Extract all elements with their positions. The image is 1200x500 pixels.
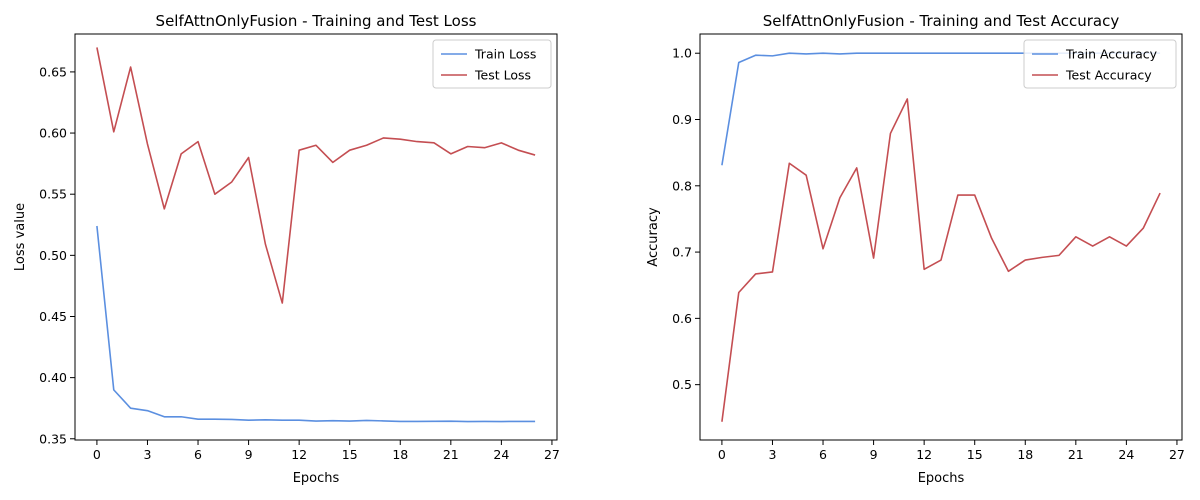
x-tick-label: 12: [916, 447, 932, 462]
y-axis-label: Accuracy: [646, 207, 661, 267]
y-tick-label: 0.50: [39, 248, 67, 263]
x-tick-label: 3: [143, 447, 151, 462]
plot-frame: [74, 33, 558, 441]
legend-box: [432, 39, 552, 89]
x-tick-label: 18: [1017, 447, 1033, 462]
x-tick-label: 21: [443, 447, 459, 462]
y-tick-label: 0.7: [672, 245, 692, 260]
x-tick-label: 18: [392, 447, 408, 462]
x-tick-label: 9: [245, 447, 253, 462]
chart-title: SelfAttnOnlyFusion - Training and Test A…: [763, 12, 1120, 30]
x-tick-label: 15: [342, 447, 358, 462]
x-tick-label: 3: [768, 447, 776, 462]
x-tick-label: 15: [967, 447, 983, 462]
legend-label-test: Test Loss: [474, 68, 531, 83]
x-tick-label: 9: [870, 447, 878, 462]
legend: Train Loss Test Loss: [432, 39, 552, 89]
x-tick-label: 12: [291, 447, 307, 462]
x-tick-label: 6: [819, 447, 827, 462]
y-tick-label: 0.6: [672, 311, 692, 326]
plot-frame: [699, 33, 1183, 441]
loss-chart: SelfAttnOnlyFusion - Training and Test L…: [13, 12, 560, 486]
y-tick-label: 0.8: [672, 178, 692, 193]
y-tick-label: 0.40: [39, 370, 67, 385]
x-tick-label: 27: [1169, 447, 1185, 462]
y-tick-label: 0.55: [39, 187, 67, 202]
y-tick-label: 0.35: [39, 431, 67, 446]
series-line-test: [96, 47, 536, 304]
x-tick-label: 0: [718, 447, 726, 462]
x-axis-label: Epochs: [918, 471, 965, 486]
y-tick-label: 0.45: [39, 309, 67, 324]
chart-title: SelfAttnOnlyFusion - Training and Test L…: [156, 12, 477, 30]
legend-label-train: Train Loss: [474, 47, 536, 62]
legend: Train Accuracy Test Accuracy: [1023, 39, 1177, 89]
x-axis-label: Epochs: [293, 471, 340, 486]
y-tick-label: 0.5: [672, 377, 692, 392]
y-axis-label: Loss value: [13, 203, 28, 271]
x-tick-label: 27: [544, 447, 560, 462]
y-tick-label: 1.0: [672, 46, 692, 61]
series-line-test: [721, 98, 1161, 422]
y-tick-label: 0.60: [39, 126, 67, 141]
x-tick-label: 6: [194, 447, 202, 462]
y-tick-label: 0.9: [672, 112, 692, 127]
y-tick-label: 0.65: [39, 64, 67, 79]
accuracy-chart: SelfAttnOnlyFusion - Training and Test A…: [646, 12, 1185, 486]
legend-label-test: Test Accuracy: [1065, 68, 1152, 83]
legend-box: [1023, 39, 1177, 89]
x-tick-label: 24: [493, 447, 509, 462]
series-line-train: [96, 225, 536, 423]
x-tick-label: 21: [1068, 447, 1084, 462]
x-tick-label: 24: [1118, 447, 1134, 462]
legend-label-train: Train Accuracy: [1065, 47, 1158, 62]
x-tick-label: 0: [93, 447, 101, 462]
